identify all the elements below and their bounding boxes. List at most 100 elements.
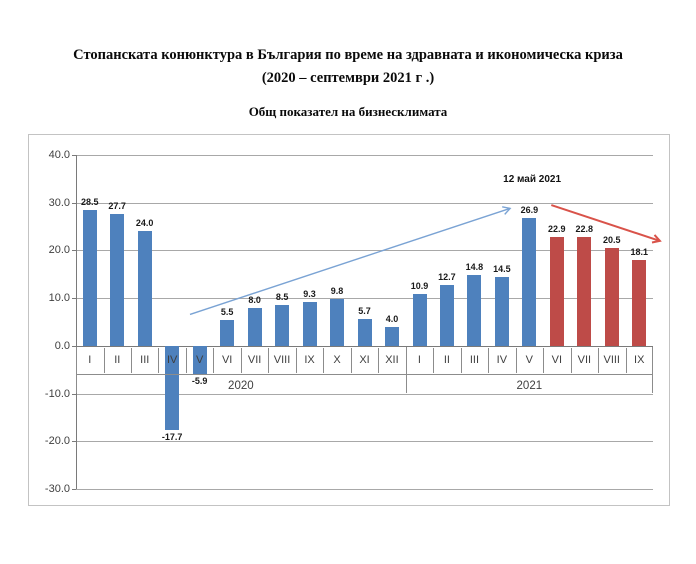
month-separator bbox=[131, 348, 132, 373]
bar-2020-V bbox=[192, 345, 207, 375]
month-separator bbox=[350, 348, 352, 373]
bar-2020-VII bbox=[247, 307, 262, 346]
y-axis-tick-mark bbox=[72, 203, 76, 204]
month-separator bbox=[543, 348, 545, 373]
bar-2021-IV bbox=[494, 276, 509, 346]
month-label-2020-V: V bbox=[195, 354, 204, 366]
month-separator bbox=[295, 348, 297, 373]
month-separator bbox=[378, 348, 380, 373]
bar-2020-VI bbox=[220, 319, 235, 346]
bar-2021-II bbox=[439, 285, 454, 346]
bar-2021-IX bbox=[632, 259, 647, 346]
y-axis-tick-label: 0.0 bbox=[54, 340, 70, 352]
value-label-2020-I: 28.5 bbox=[80, 196, 99, 207]
month-label-2021-IX: IX bbox=[634, 354, 645, 366]
year-group-separator bbox=[652, 347, 653, 393]
bar-2020-XI bbox=[357, 318, 372, 346]
month-label-2020-II: II bbox=[114, 354, 121, 366]
month-separator bbox=[460, 348, 462, 373]
month-separator bbox=[213, 348, 215, 373]
y-axis-tick-label: 30.0 bbox=[48, 197, 70, 209]
value-label-2021-IX: 18.1 bbox=[630, 246, 649, 257]
year-label-2021: 2021 bbox=[516, 380, 543, 392]
y-axis-tick-label: -30.0 bbox=[44, 483, 70, 495]
y-axis-tick-mark bbox=[72, 441, 76, 442]
gridline-0 bbox=[76, 346, 653, 347]
month-separator bbox=[103, 348, 105, 373]
month-separator bbox=[158, 348, 160, 373]
month-label-2020-III: III bbox=[140, 354, 150, 366]
value-label-2020-III: 24.0 bbox=[135, 218, 154, 229]
gridline--10 bbox=[76, 394, 653, 395]
value-label-2021-VII: 22.8 bbox=[575, 224, 594, 235]
bar-2020-VIII bbox=[275, 305, 290, 346]
gridline-10 bbox=[76, 298, 653, 299]
bar-2021-V bbox=[522, 217, 537, 346]
value-label-2021-VIII: 20.5 bbox=[603, 235, 621, 245]
month-label-2020-XII: XII bbox=[385, 354, 399, 366]
month-label-2020-XI: XI bbox=[359, 354, 370, 366]
month-label-2020-I: I bbox=[88, 354, 92, 366]
y-axis-tick-mark bbox=[72, 489, 76, 490]
month-separator bbox=[240, 348, 242, 373]
month-label-2021-IV: IV bbox=[496, 354, 508, 366]
year-label-2020: 2020 bbox=[228, 380, 254, 392]
bar-2020-III bbox=[137, 231, 152, 346]
bar-2020-IX bbox=[302, 301, 317, 346]
value-label-2021-V: 26.9 bbox=[520, 204, 539, 215]
chart-subtitle: Общ показател на бизнесклимата bbox=[248, 104, 448, 119]
month-separator bbox=[185, 348, 187, 373]
month-label-2020-X: X bbox=[333, 354, 341, 366]
gridline-20 bbox=[76, 250, 653, 251]
bar-2021-I bbox=[412, 293, 427, 346]
bar-2021-VII bbox=[577, 237, 592, 346]
month-label-2020-IX: IX bbox=[304, 354, 315, 366]
value-label-2020-IV: -17.7 bbox=[161, 432, 183, 443]
y-axis-tick-label: 20.0 bbox=[48, 244, 70, 256]
value-label-2020-X: 9.8 bbox=[330, 286, 344, 297]
month-separator bbox=[268, 348, 270, 373]
month-separator bbox=[433, 348, 435, 373]
month-separator bbox=[323, 348, 325, 373]
value-label-2020-XII: 4.0 bbox=[385, 313, 399, 324]
y-axis-tick-label: 10.0 bbox=[48, 292, 70, 304]
value-label-2020-II: 27.7 bbox=[108, 200, 126, 211]
bar-2021-III bbox=[467, 275, 482, 346]
month-label-2020-VIII: VIII bbox=[273, 354, 291, 366]
bar-2020-IV bbox=[165, 345, 180, 431]
month-label-2020-VII: VII bbox=[247, 354, 262, 366]
gridline--30 bbox=[76, 489, 653, 490]
gridline-40 bbox=[76, 155, 653, 156]
gridline--20 bbox=[76, 441, 653, 442]
month-label-2021-VI: VI bbox=[551, 354, 563, 366]
month-label-2021-III: III bbox=[469, 354, 480, 366]
y-axis-tick-mark bbox=[72, 155, 76, 156]
y-axis-tick-mark bbox=[72, 346, 76, 347]
month-label-2020-VI: VI bbox=[221, 354, 233, 366]
value-label-2021-IV: 14.5 bbox=[493, 263, 511, 274]
value-label-2021-II: 12.7 bbox=[438, 272, 456, 283]
y-axis-tick-mark bbox=[72, 394, 76, 395]
y-axis-tick-label: -20.0 bbox=[44, 435, 70, 447]
month-separator bbox=[598, 348, 599, 373]
month-label-2021-II: II bbox=[443, 354, 450, 366]
month-separator bbox=[625, 348, 627, 373]
y-axis-tick-label: 40.0 bbox=[48, 149, 70, 161]
y-axis-tick-mark bbox=[72, 250, 76, 251]
chart-title-line1: Стопанската конюнктура в България по вре… bbox=[73, 47, 623, 63]
y-axis-tick-mark bbox=[72, 298, 76, 299]
year-group-separator bbox=[76, 347, 77, 393]
bar-2020-XII bbox=[385, 326, 399, 346]
y-axis-line bbox=[76, 155, 77, 489]
year-group-separator bbox=[405, 347, 407, 393]
chart-title-line2: (2020 – септември 2021 г .) bbox=[261, 70, 435, 86]
chart-frame: 40.0 30.0 20.0 10.0 0.0 -10.0 -20.0 -30.0 28.5 27… bbox=[28, 134, 670, 506]
annotation-label: 12 май 2021 bbox=[503, 173, 562, 185]
bar-2021-VI bbox=[549, 236, 564, 346]
month-label-2021-VII: VII bbox=[577, 354, 592, 366]
bar-2021-VIII bbox=[604, 248, 619, 346]
month-label-2021-I: I bbox=[417, 354, 421, 366]
month-label-2020-IV: IV bbox=[166, 354, 178, 366]
bar-2020-II bbox=[110, 213, 125, 346]
